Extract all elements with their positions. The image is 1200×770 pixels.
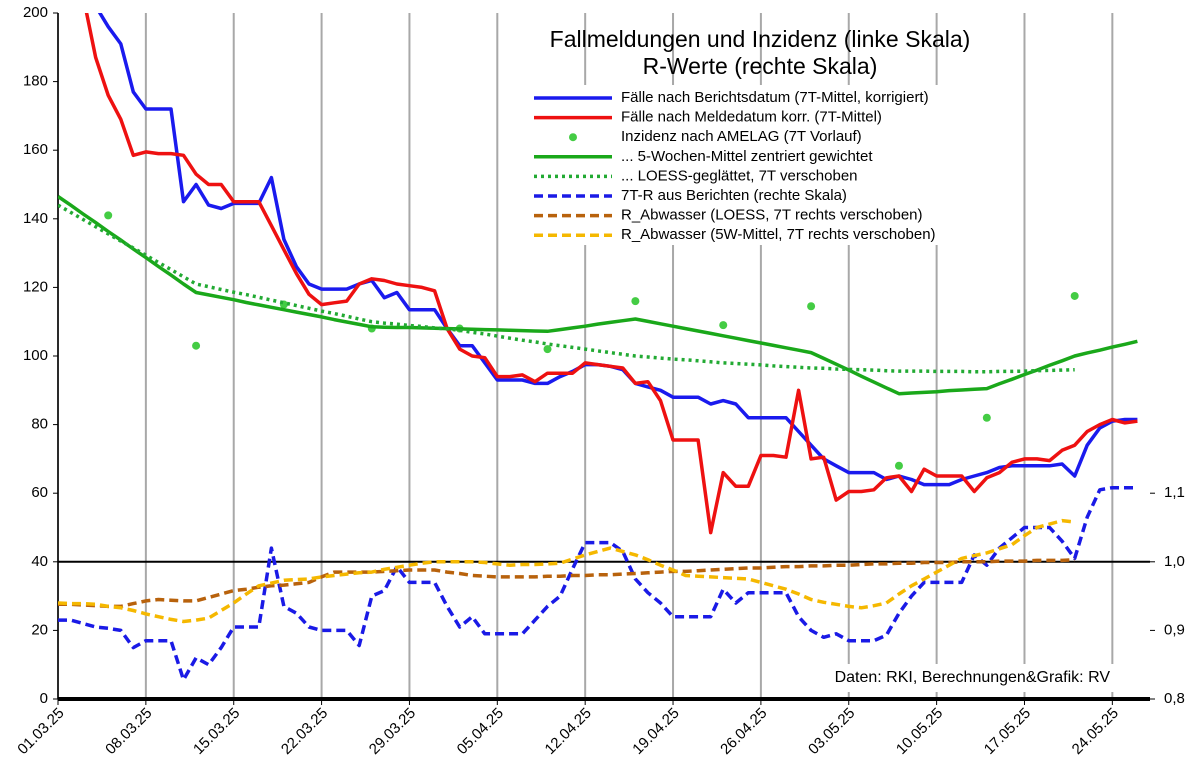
chart-title: Fallmeldungen und Inzidenz (linke Skala) [550, 26, 971, 52]
legend-marker [569, 133, 577, 142]
marker [192, 341, 201, 350]
y2-tick-label: 0,9 [1164, 621, 1185, 638]
y-tick-label: 140 [23, 210, 48, 227]
marker [982, 413, 991, 422]
y-tick-label: 180 [23, 73, 48, 90]
series-line [58, 195, 1138, 396]
marker [104, 211, 113, 220]
y2-tick-label: 1,1 [1164, 484, 1185, 501]
y-tick-label: 100 [23, 347, 48, 364]
legend-label: ... LOESS-geglättet, 7T verschoben [621, 167, 858, 184]
y-tick-label: 200 [23, 4, 48, 21]
marker [1070, 291, 1079, 300]
y-tick-label: 80 [31, 416, 48, 433]
y-tick-label: 120 [23, 278, 48, 295]
legend-label: 7T-R aus Berichten (rechte Skala) [621, 187, 847, 204]
series-line [58, 518, 1075, 624]
marker [894, 461, 903, 470]
y-tick-label: 40 [31, 553, 48, 570]
y-tick-label: 0 [40, 690, 48, 707]
marker [807, 302, 816, 311]
series-line [84, 13, 1138, 535]
marker [719, 321, 728, 330]
legend-label: R_Abwasser (LOESS, 7T rechts verschoben) [621, 207, 923, 224]
y-tick-label: 60 [31, 484, 48, 501]
legend: Fälle nach Berichtsdatum (7T-Mittel, kor… [534, 89, 936, 243]
marker [543, 345, 552, 354]
series-line [58, 557, 1075, 609]
y-tick-label: 160 [23, 141, 48, 158]
y-tick-label: 20 [31, 621, 48, 638]
y2-tick-label: 0,8 [1164, 690, 1185, 707]
plot-area [58, 13, 1138, 682]
series-line [58, 203, 1075, 374]
annotation: Daten: RKI, Berechnungen&Grafik: RV [835, 669, 1111, 686]
legend-label: Fälle nach Meldedatum korr. (7T-Mittel) [621, 109, 882, 126]
y2-tick-label: 1,0 [1164, 553, 1185, 570]
legend-box [518, 85, 1002, 245]
annotation-box [772, 664, 1122, 692]
marker [631, 297, 640, 306]
legend-label: R_Abwasser (5W-Mittel, 7T rechts verscho… [621, 226, 936, 243]
legend-label: Inzidenz nach AMELAG (7T Vorlauf) [621, 128, 862, 145]
chart-subtitle: R-Werte (rechte Skala) [643, 53, 878, 79]
series-line [58, 485, 1138, 682]
legend-label: Fälle nach Berichtsdatum (7T-Mittel, kor… [621, 89, 929, 106]
legend-label: ... 5-Wochen-Mittel zentriert gewichtet [621, 148, 873, 165]
